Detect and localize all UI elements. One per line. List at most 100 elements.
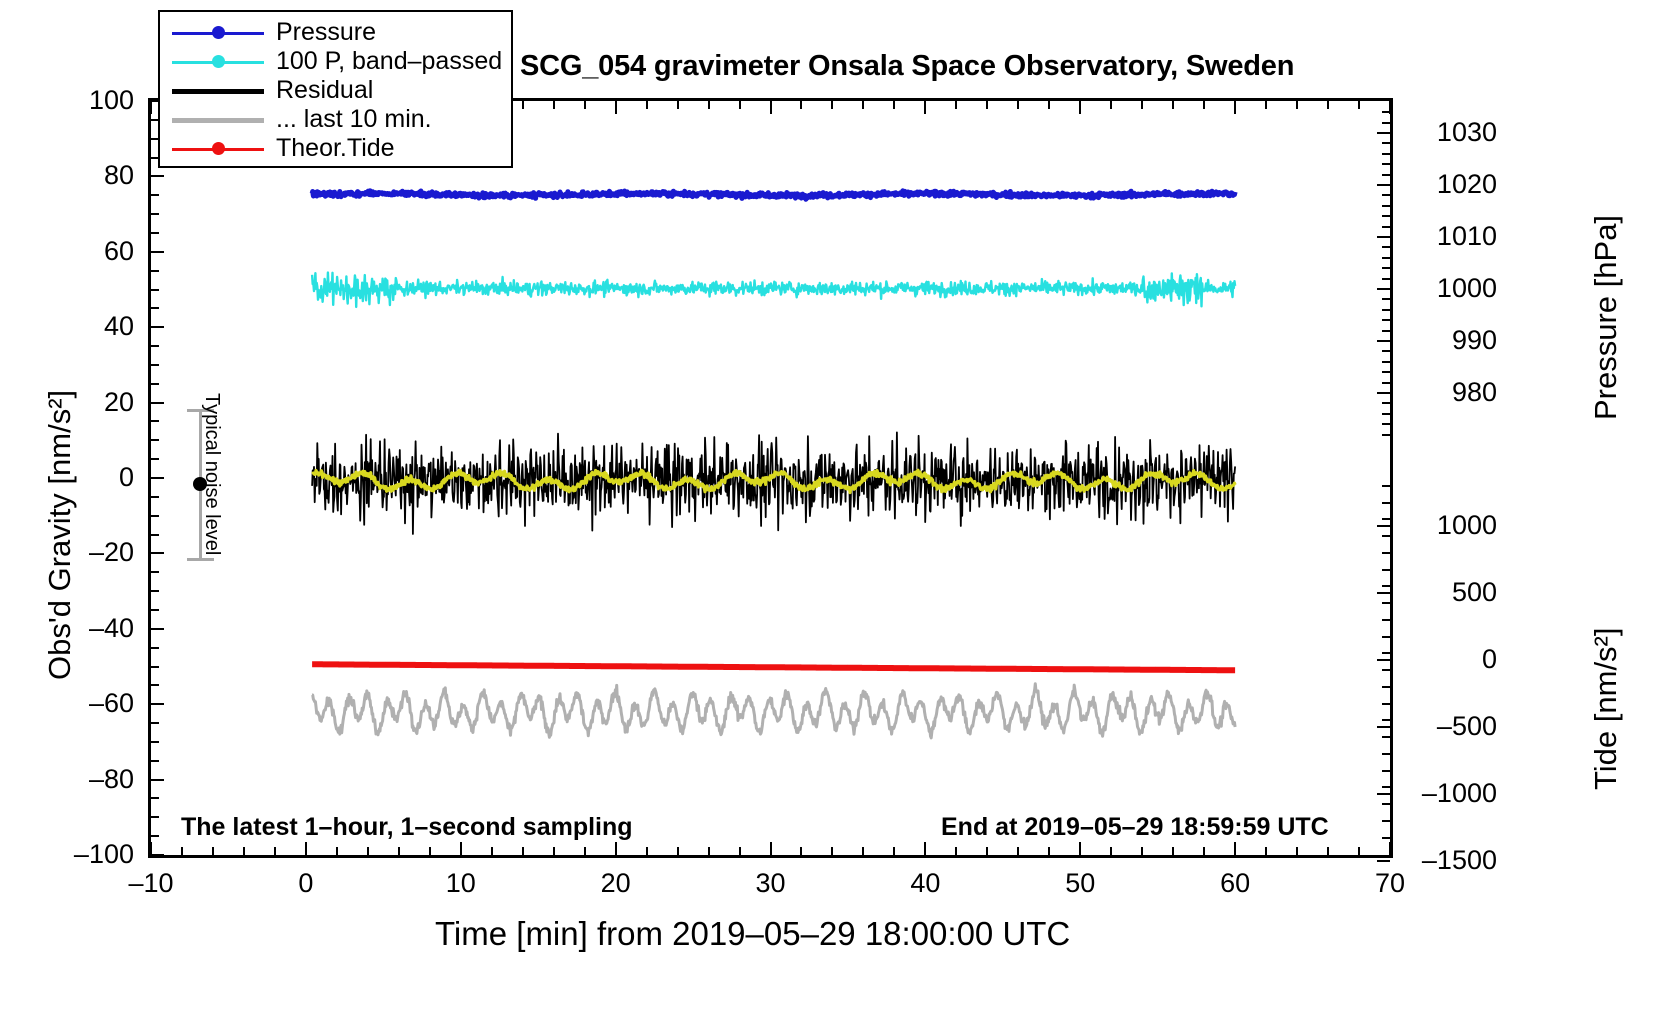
x-tick: [1389, 842, 1391, 855]
x-tick: [1234, 842, 1237, 855]
x-tick: [242, 847, 245, 855]
y-tick-label: –80: [88, 763, 134, 794]
x-tick: [1141, 847, 1144, 855]
noise-bar-top-cap: [187, 409, 214, 412]
x-tick-top: [1265, 101, 1268, 109]
y-tick: [151, 137, 159, 140]
right-tide-minor-tick: [1382, 602, 1390, 605]
legend-swatch-last10: [172, 110, 264, 130]
right-pressure-minor-tick: [1382, 360, 1390, 363]
y-tick-label: 20: [103, 386, 134, 417]
x-tick-top: [552, 101, 555, 109]
legend-item[interactable]: ... last 10 min.: [160, 105, 511, 134]
right-tide-tick-label: 1000: [1436, 510, 1497, 540]
x-tick: [614, 842, 617, 855]
right-tide-tick: [1377, 525, 1390, 527]
x-tick-top: [769, 101, 772, 114]
x-tick: [1358, 847, 1361, 855]
right-pressure-minor-tick: [1382, 121, 1390, 124]
y-tick-label: 80: [103, 160, 134, 191]
legend-item[interactable]: Theor.Tide: [160, 134, 511, 163]
right-pressure-tick-label: 990: [1451, 325, 1497, 355]
y-tick: [151, 345, 159, 348]
legend-label: Theor.Tide: [276, 134, 395, 162]
right-pressure-minor-tick: [1382, 246, 1390, 249]
x-tick: [676, 847, 679, 855]
right-pressure-minor-tick: [1382, 423, 1390, 426]
x-tick: [397, 847, 400, 855]
y-tick-label: 60: [103, 235, 134, 266]
right-tide-minor-tick: [1382, 736, 1390, 739]
y-tick-label: –100: [73, 839, 134, 869]
x-tick-top: [986, 101, 989, 109]
x-tick: [273, 847, 276, 855]
right-tide-axis-title: Tide [nm/s²]: [1588, 627, 1623, 791]
x-tick-label: 30: [755, 868, 786, 898]
y-tick: [151, 854, 164, 856]
right-pressure-minor-tick: [1382, 111, 1390, 114]
plot-area: Typical noise level The latest 1–hour, 1…: [148, 98, 1393, 858]
x-tick: [583, 847, 586, 855]
x-tick-top: [1327, 101, 1330, 109]
y-tick: [151, 250, 164, 253]
x-tick: [1172, 847, 1175, 855]
y-tick: [151, 608, 159, 611]
noise-center-dot: [193, 477, 207, 491]
x-tick: [1265, 847, 1268, 855]
right-pressure-minor-tick: [1382, 371, 1390, 374]
right-tide-tick-label: –500: [1436, 711, 1497, 741]
noise-level-label: Typical noise level: [201, 393, 223, 556]
legend-item[interactable]: Pressure: [160, 18, 511, 47]
x-tick-top: [150, 101, 152, 114]
trace-tide: [309, 661, 1238, 674]
right-tide-minor-tick: [1382, 535, 1390, 538]
x-tick-top: [1048, 101, 1051, 109]
x-tick-top: [583, 101, 586, 109]
x-tick: [521, 847, 524, 855]
right-pressure-tick: [1377, 288, 1390, 290]
right-tide-minor-tick: [1382, 769, 1390, 772]
right-tide-minor-tick: [1382, 702, 1390, 705]
right-pressure-minor-tick: [1382, 308, 1390, 311]
x-tick-top: [1296, 101, 1299, 109]
x-tick: [893, 847, 896, 855]
right-pressure-minor-tick: [1382, 329, 1390, 332]
x-tick-label: 40: [910, 868, 941, 898]
right-tide-minor-tick: [1382, 669, 1390, 672]
x-tick-top: [676, 101, 679, 109]
legend-label: Residual: [276, 76, 374, 104]
right-pressure-minor-tick: [1382, 298, 1390, 301]
y-tick: [151, 778, 164, 781]
x-tick-top: [862, 101, 865, 109]
x-tick: [831, 847, 834, 855]
x-tick: [800, 847, 803, 855]
chart-title: SCG_054 gravimeter Onsala Space Observat…: [520, 50, 1295, 82]
right-pressure-minor-tick: [1382, 402, 1390, 405]
y-tick: [151, 684, 159, 687]
right-tide-minor-tick: [1382, 786, 1390, 789]
right-tide-minor-tick: [1382, 568, 1390, 571]
y-tick: [151, 213, 159, 216]
x-tick-top: [1110, 101, 1113, 109]
y-tick: [151, 194, 159, 197]
legend-item[interactable]: Residual: [160, 76, 511, 105]
y-tick: [151, 740, 159, 743]
trace-residual-smoothed: [311, 468, 1237, 495]
x-tick-top: [1141, 101, 1144, 109]
y-tick: [151, 703, 164, 706]
legend-item[interactable]: 100 P, band–passed: [160, 47, 511, 76]
right-pressure-minor-tick: [1382, 277, 1390, 280]
legend-label: 100 P, band–passed: [276, 47, 503, 75]
right-pressure-minor-tick: [1382, 412, 1390, 415]
y-tick-label: –20: [88, 537, 134, 568]
right-pressure-minor-tick: [1382, 142, 1390, 145]
x-tick: [180, 847, 183, 855]
x-tick-label: 0: [298, 868, 314, 898]
x-tick-top: [707, 101, 710, 109]
right-tide-minor-tick: [1382, 836, 1390, 839]
right-pressure-tick-label: 1000: [1436, 273, 1497, 303]
x-tick: [1327, 847, 1330, 855]
right-pressure-tick: [1377, 340, 1390, 342]
legend-swatch-residual: [172, 81, 264, 101]
right-tide-tick-label: 500: [1451, 577, 1497, 607]
